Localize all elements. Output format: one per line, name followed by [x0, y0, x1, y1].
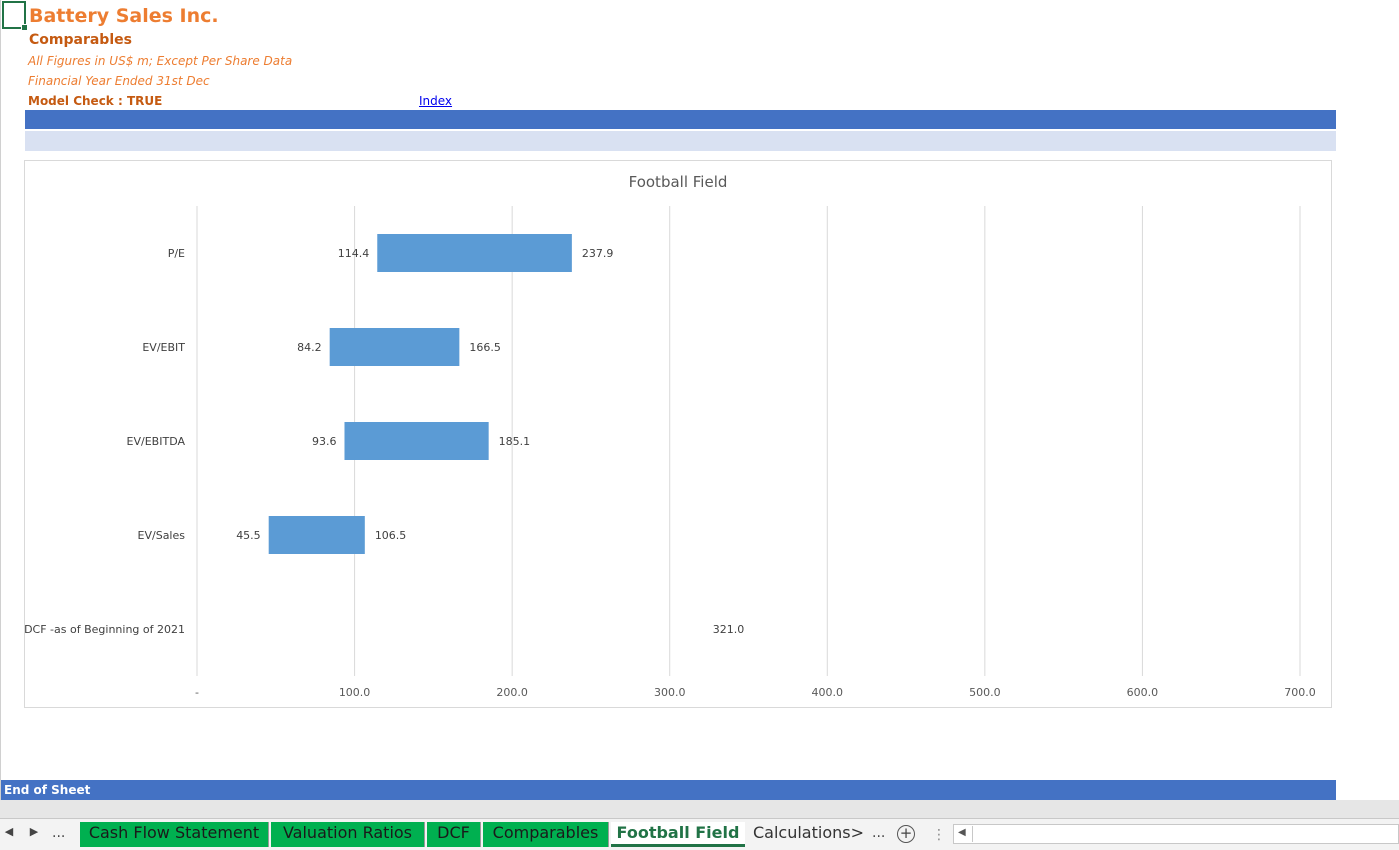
scroll-tabs-right-icon[interactable]: ▶: [29, 825, 39, 838]
tab-valuation-ratios[interactable]: Valuation Ratios: [271, 822, 425, 847]
tabs-overflow-right[interactable]: ...: [872, 825, 886, 841]
index-link[interactable]: Index: [419, 94, 453, 108]
x-tick-label: 500.0: [969, 686, 1001, 699]
category-label: EV/EBITDA: [127, 435, 186, 448]
category-label: EV/Sales: [138, 529, 186, 542]
low-value-label: 45.5: [236, 529, 261, 542]
company-title: Battery Sales Inc.: [29, 5, 219, 27]
worksheet[interactable]: Battery Sales Inc. Comparables All Figur…: [0, 0, 1399, 800]
chart-title: Football Field: [629, 173, 728, 191]
add-sheet-icon[interactable]: +: [897, 825, 915, 843]
low-value-label: 93.6: [312, 435, 337, 448]
selected-cell[interactable]: [2, 1, 28, 31]
low-value-label: 114.4: [338, 247, 370, 260]
tab-dcf[interactable]: DCF: [427, 822, 481, 847]
range-bar[interactable]: [329, 328, 460, 366]
header-band: [25, 110, 1336, 129]
high-value-label: 166.5: [469, 341, 501, 354]
x-tick-label: 100.0: [339, 686, 371, 699]
range-bar[interactable]: [344, 422, 489, 460]
tab-football-field[interactable]: Football Field: [611, 822, 745, 847]
x-tick-label: 700.0: [1284, 686, 1316, 699]
chart-canvas: Football Field - 100.0 200.0 300.0 400.0 500.…: [25, 173, 1316, 699]
scroll-tabs-left-icon[interactable]: ◀: [4, 825, 14, 838]
x-tick-label: 600.0: [1127, 686, 1159, 699]
range-bar[interactable]: [377, 234, 572, 272]
x-tick-label: 200.0: [496, 686, 528, 699]
low-value-label: 84.2: [297, 341, 322, 354]
tab-split-handle-icon[interactable]: ⋮: [932, 827, 946, 843]
football-field-chart[interactable]: Football Field - 100.0 200.0 300.0 400.0 500.…: [24, 160, 1332, 708]
model-check: Model Check : TRUE: [28, 94, 163, 108]
horizontal-scrollbar[interactable]: ◀: [953, 824, 1399, 844]
range-bar[interactable]: [268, 516, 365, 554]
financial-year-note: Financial Year Ended 31st Dec: [28, 74, 210, 88]
tabs-overflow-left[interactable]: ...: [52, 825, 66, 841]
category-label: P/E: [168, 247, 185, 260]
sheet-subtitle: Comparables: [29, 32, 132, 48]
scroll-left-arrow-icon[interactable]: ◀: [958, 827, 966, 838]
end-of-sheet-band: End of Sheet: [1, 780, 1336, 800]
fill-handle[interactable]: [21, 24, 28, 31]
scrollbar-track[interactable]: [972, 826, 1393, 842]
category-label: EV/EBIT: [142, 341, 185, 354]
high-value-label: 321.0: [713, 623, 745, 636]
high-value-label: 185.1: [499, 435, 530, 448]
figures-note: All Figures in US$ m; Except Per Share D…: [28, 54, 293, 68]
tab-comparables[interactable]: Comparables: [483, 822, 609, 847]
subheader-band: [25, 131, 1336, 151]
tab-calculations[interactable]: Calculations>: [753, 823, 864, 842]
x-tick-label: -: [195, 686, 199, 699]
high-value-label: 237.9: [582, 247, 614, 260]
tab-cash-flow-statement[interactable]: Cash Flow Statement: [80, 822, 269, 847]
x-tick-label: 300.0: [654, 686, 686, 699]
high-value-label: 106.5: [375, 529, 407, 542]
sheet-bottom-gap: [0, 800, 1399, 818]
end-of-sheet-label: End of Sheet: [4, 783, 91, 797]
sheet-tab-bar: ◀ ▶ ... Cash Flow Statement Valuation Ra…: [0, 818, 1399, 850]
x-tick-label: 400.0: [812, 686, 844, 699]
category-label: DCF -as of Beginning of 2021: [25, 623, 185, 636]
